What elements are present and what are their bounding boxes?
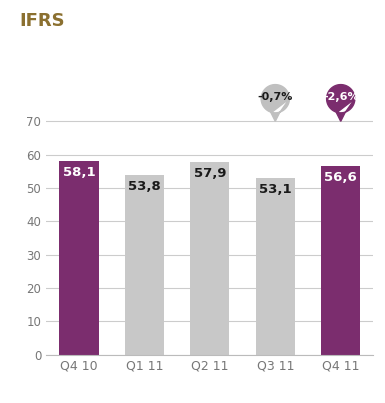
Text: IFRS: IFRS: [19, 12, 65, 30]
Text: 53,8: 53,8: [128, 181, 161, 193]
Bar: [59, 161, 99, 355]
Bar: [190, 162, 229, 355]
Text: 58,1: 58,1: [63, 166, 95, 179]
Bar: [125, 175, 164, 355]
Polygon shape: [326, 85, 355, 121]
Bar: [321, 166, 360, 355]
Text: 57,9: 57,9: [194, 167, 226, 180]
Polygon shape: [261, 85, 290, 121]
Bar: [256, 178, 295, 355]
Text: 56,6: 56,6: [324, 171, 357, 184]
Text: -2,6%: -2,6%: [323, 92, 358, 102]
Text: -0,7%: -0,7%: [258, 92, 293, 102]
Text: 53,1: 53,1: [259, 183, 291, 196]
